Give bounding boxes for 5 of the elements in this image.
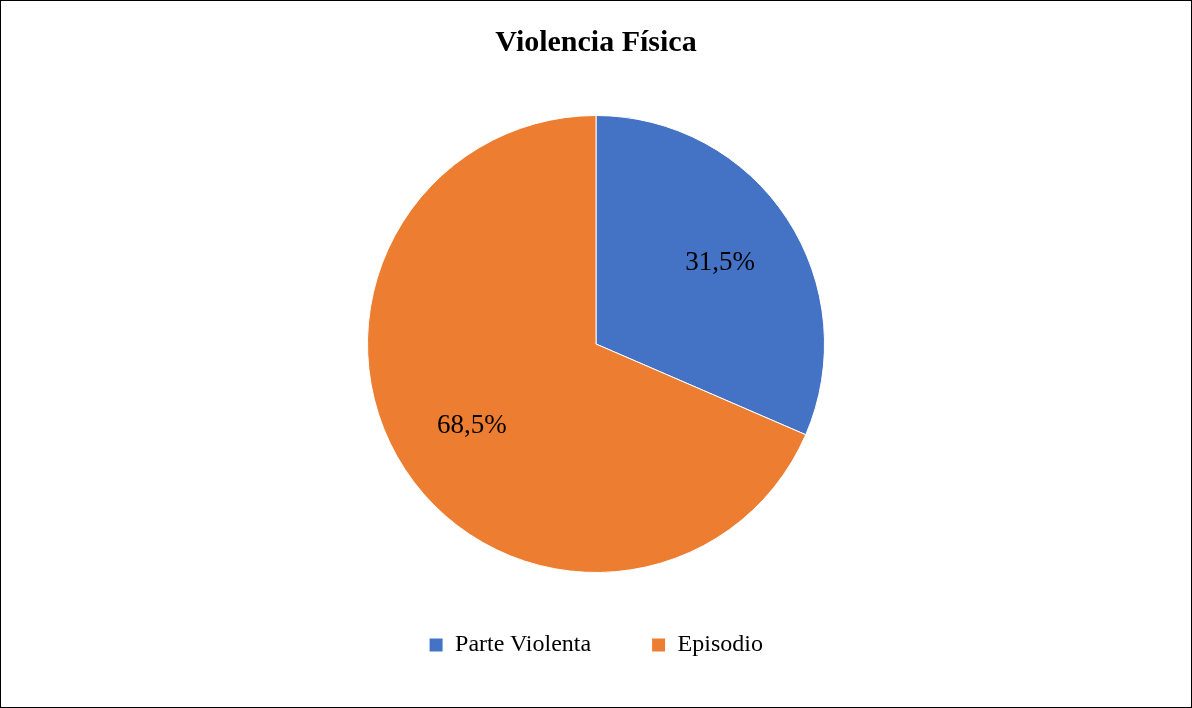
legend-label: Parte Violenta [455,630,592,657]
chart-title: Violencia Física [495,23,697,57]
legend-label: Episodio [677,630,763,657]
data-label: 31,5% [685,245,756,276]
data-label: 68,5% [436,408,507,439]
